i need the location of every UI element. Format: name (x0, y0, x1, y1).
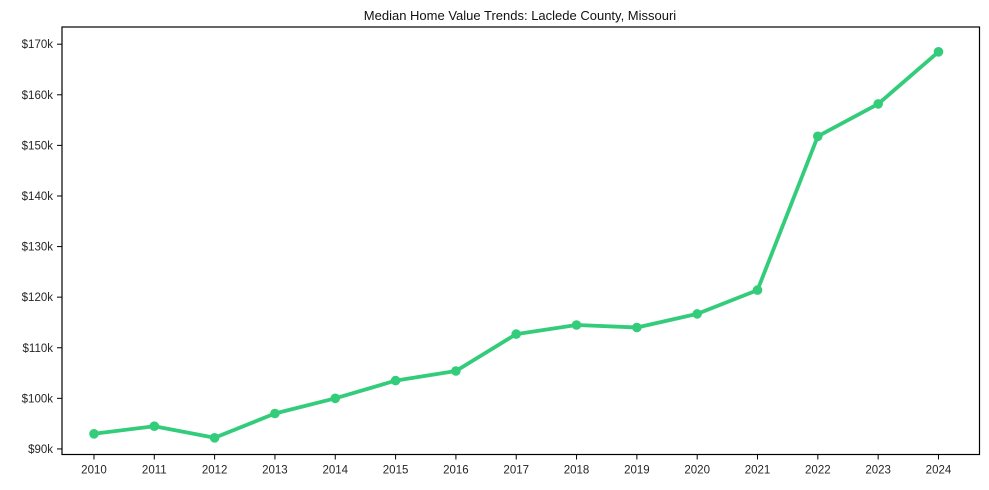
y-tick-label: $140k (22, 191, 54, 203)
x-tick-label: 2019 (624, 465, 650, 477)
axes-spines (61, 26, 981, 456)
x-tick-label: 2017 (503, 465, 529, 477)
x-tick-label: 2018 (564, 465, 590, 477)
data-point-2016 (451, 366, 461, 376)
x-tick-label: 2022 (805, 465, 831, 477)
data-point-2021 (752, 285, 763, 295)
x-tick-label: 2024 (926, 465, 952, 477)
data-point-2023 (873, 99, 883, 109)
chart-title: Median Home Value Trends: Laclede County… (364, 8, 677, 23)
x-tick-label: 2016 (443, 465, 469, 477)
x-tick-label: 2021 (745, 465, 771, 477)
data-point-2015 (390, 375, 401, 386)
y-tick-label: $170k (22, 39, 54, 51)
plot-area: $90k $100k $110k $120k $130k $140k $150k $160k $… (22, 26, 981, 477)
data-point-2013 (270, 408, 280, 419)
trend-line (92, 49, 941, 440)
data-point-2024 (933, 47, 944, 57)
data-point-2010 (89, 429, 99, 439)
x-tick-label: 2015 (383, 465, 409, 477)
data-point-2014 (330, 393, 341, 404)
data-point-2022 (813, 131, 823, 142)
y-tick-label: $100k (22, 393, 54, 405)
x-tick-label: 2014 (322, 465, 348, 477)
data-point-2018 (571, 320, 582, 330)
x-tick-label: 2010 (81, 465, 107, 477)
y-tick-label: $90k (28, 444, 53, 456)
x-tick-label: 2013 (262, 465, 288, 477)
data-point-2012 (209, 433, 220, 443)
data-point-2011 (149, 421, 160, 432)
data-point-2017 (511, 329, 521, 339)
x-tick-label: 2012 (202, 465, 228, 477)
y-tick-label: $110k (23, 343, 54, 355)
data-point-2020 (692, 309, 702, 319)
y-tick-label: $160k (22, 90, 54, 102)
y-tick-label: $130k (22, 242, 54, 254)
x-tick-label: 2023 (865, 465, 891, 477)
data-point-2019 (632, 322, 642, 333)
y-tick-label: $120k (22, 292, 54, 304)
y-tick-label: $150k (22, 140, 54, 152)
x-tick-label: 2011 (142, 465, 167, 477)
x-tick-label: 2020 (684, 465, 710, 477)
